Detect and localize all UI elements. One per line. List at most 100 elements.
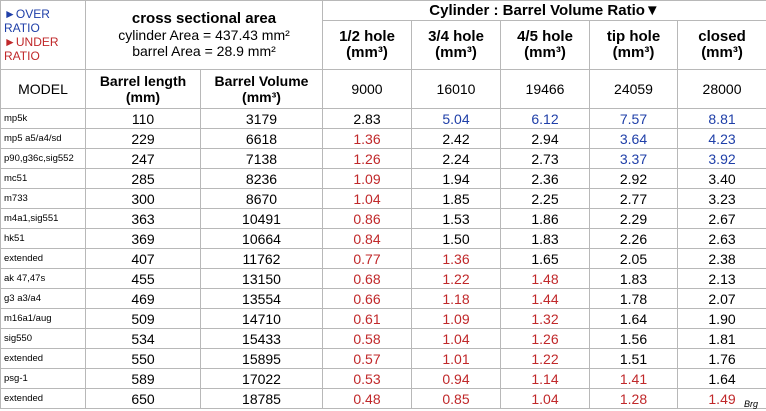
barrel-length: 589 — [85, 368, 201, 389]
volume-label: Barrel Volume (mm³) — [200, 69, 323, 109]
ratio: 1.32 — [500, 308, 590, 329]
ratio: 3.40 — [676, 168, 766, 189]
barrel-length: 110 — [85, 108, 201, 129]
ratio: 0.94 — [411, 368, 501, 389]
header-row: ►OVER RATIO ►UNDER RATIO cross sectional a… — [0, 0, 766, 70]
ratio: 2.13 — [676, 268, 766, 289]
ratio: 1.36 — [322, 128, 412, 149]
ratio: 1.53 — [411, 208, 501, 229]
ratio: 8.81 — [676, 108, 766, 129]
cylinder-volume: 16010 — [411, 69, 501, 109]
ratio: 0.77 — [322, 248, 412, 269]
barrel-length: 534 — [85, 328, 201, 349]
data-row: extended 550 15895 0.57 1.01 1.22 1.51 1.76 — [0, 348, 766, 369]
model: mp5 a5/a4/sd — [0, 128, 86, 149]
ratio: 4.23 — [676, 128, 766, 149]
ratio: 1.26 — [322, 148, 412, 169]
barrel-volume: 8236 — [200, 168, 323, 189]
column-name: closed — [698, 28, 746, 45]
ratio: 0.68 — [322, 268, 412, 289]
ratio: 2.07 — [676, 288, 766, 309]
ratio: 2.94 — [500, 128, 590, 149]
ratio: 1.64 — [676, 368, 766, 389]
model: mp5k — [0, 108, 86, 129]
ratio: 0.85 — [411, 388, 501, 409]
ratio: 1.90 — [676, 308, 766, 329]
ratio: 0.58 — [322, 328, 412, 349]
column-unit: (mm³) — [524, 44, 566, 61]
ratio: 1.83 — [589, 268, 678, 289]
barrel-area: barrel Area = 28.9 mm² — [132, 43, 276, 59]
ratio: 0.57 — [322, 348, 412, 369]
ratio: 1.09 — [322, 168, 412, 189]
ratio: 1.50 — [411, 228, 501, 249]
column-header: 4/5 hole (mm³) — [500, 20, 590, 70]
barrel-volume: 13554 — [200, 288, 323, 309]
data-row: g3 a3/a4 469 13554 0.66 1.18 1.44 1.78 2.07 — [0, 288, 766, 309]
ratio: 5.04 — [411, 108, 501, 129]
barrel-length: 363 — [85, 208, 201, 229]
model: sig550 — [0, 328, 86, 349]
ratio: 2.29 — [589, 208, 678, 229]
ratio: 3.92 — [676, 148, 766, 169]
data-row: extended 407 11762 0.77 1.36 1.65 2.05 2.38 — [0, 248, 766, 269]
ratio: 2.92 — [589, 168, 678, 189]
model: extended — [0, 348, 86, 369]
length-label: Barrel length (mm) — [85, 69, 201, 109]
header-row: 1/2 hole (mm³) 3/4 hole (mm³) 4/5 hole (mm³) t… — [1, 20, 766, 70]
ratio: 1.18 — [411, 288, 501, 309]
column-header: 1/2 hole (mm³) — [322, 20, 412, 70]
ratio: 1.44 — [500, 288, 590, 309]
data-row: ak 47,47s 455 13150 0.68 1.22 1.48 1.83 2.13 — [0, 268, 766, 289]
ratio: 2.26 — [589, 228, 678, 249]
ratio: 1.51 — [589, 348, 678, 369]
data-row: hk51 369 10664 0.84 1.50 1.83 2.26 2.63 — [0, 228, 766, 249]
ratio: 0.86 — [322, 208, 412, 229]
column-unit: (mm³) — [435, 44, 477, 61]
data-row: p90,g36c,sig552 247 7138 1.26 2.24 2.73 3.37 3.… — [0, 148, 766, 169]
data-row: m4a1,sig551 363 10491 0.86 1.53 1.86 2.29 2.67 — [0, 208, 766, 229]
barrel-length: 247 — [85, 148, 201, 169]
model: extended — [0, 248, 86, 269]
column-name: 1/2 hole — [339, 28, 395, 45]
area-title: cross sectional area — [131, 10, 277, 27]
ratio: 1.26 — [500, 328, 590, 349]
barrel-volume: 13150 — [200, 268, 323, 289]
ratio: 1.41 — [589, 368, 678, 389]
column-name: tip hole — [606, 28, 661, 45]
data-row: extended 650 18785 0.48 0.85 1.04 1.28 1.49 — [0, 388, 766, 409]
barrel-volume: 18785 — [200, 388, 323, 409]
model: m16a1/aug — [0, 308, 86, 329]
barrel-volume: 3179 — [200, 108, 323, 129]
barrel-volume: 8670 — [200, 188, 323, 209]
ratio: 1.85 — [411, 188, 501, 209]
ratio: 2.36 — [500, 168, 590, 189]
legend-cell: ►OVER RATIO ►UNDER RATIO — [0, 0, 86, 70]
ratio: 6.12 — [500, 108, 590, 129]
ratio: 1.04 — [322, 188, 412, 209]
barrel-length: 550 — [85, 348, 201, 369]
model: m4a1,sig551 — [0, 208, 86, 229]
barrel-length: 469 — [85, 288, 201, 309]
cylinder-volume: 9000 — [322, 69, 412, 109]
model: p90,g36c,sig552 — [0, 148, 86, 169]
barrel-volume: 6618 — [200, 128, 323, 149]
barrel-volume: 10491 — [200, 208, 323, 229]
barrel-length: 650 — [85, 388, 201, 409]
ratio: 2.38 — [676, 248, 766, 269]
column-header: closed (mm³) — [676, 20, 766, 70]
ratio: 1.48 — [500, 268, 590, 289]
area-cell: cross sectional area cylinder Area = 437.… — [85, 0, 323, 70]
signature: Brg — [743, 399, 758, 409]
data-row: m16a1/aug 509 14710 0.61 1.09 1.32 1.64 1.90 — [0, 308, 766, 329]
model: m733 — [0, 188, 86, 209]
data-row: mp5k 110 3179 2.83 5.04 6.12 7.57 8.81 — [0, 108, 766, 129]
column-unit: (mm³) — [346, 44, 388, 61]
ratio: 2.83 — [322, 108, 412, 129]
column-header: 3/4 hole (mm³) — [411, 20, 501, 70]
barrel-volume: 14710 — [200, 308, 323, 329]
column-name: 4/5 hole — [517, 28, 573, 45]
cylinder-volume: 24059 — [589, 69, 678, 109]
ratio: 2.05 — [589, 248, 678, 269]
